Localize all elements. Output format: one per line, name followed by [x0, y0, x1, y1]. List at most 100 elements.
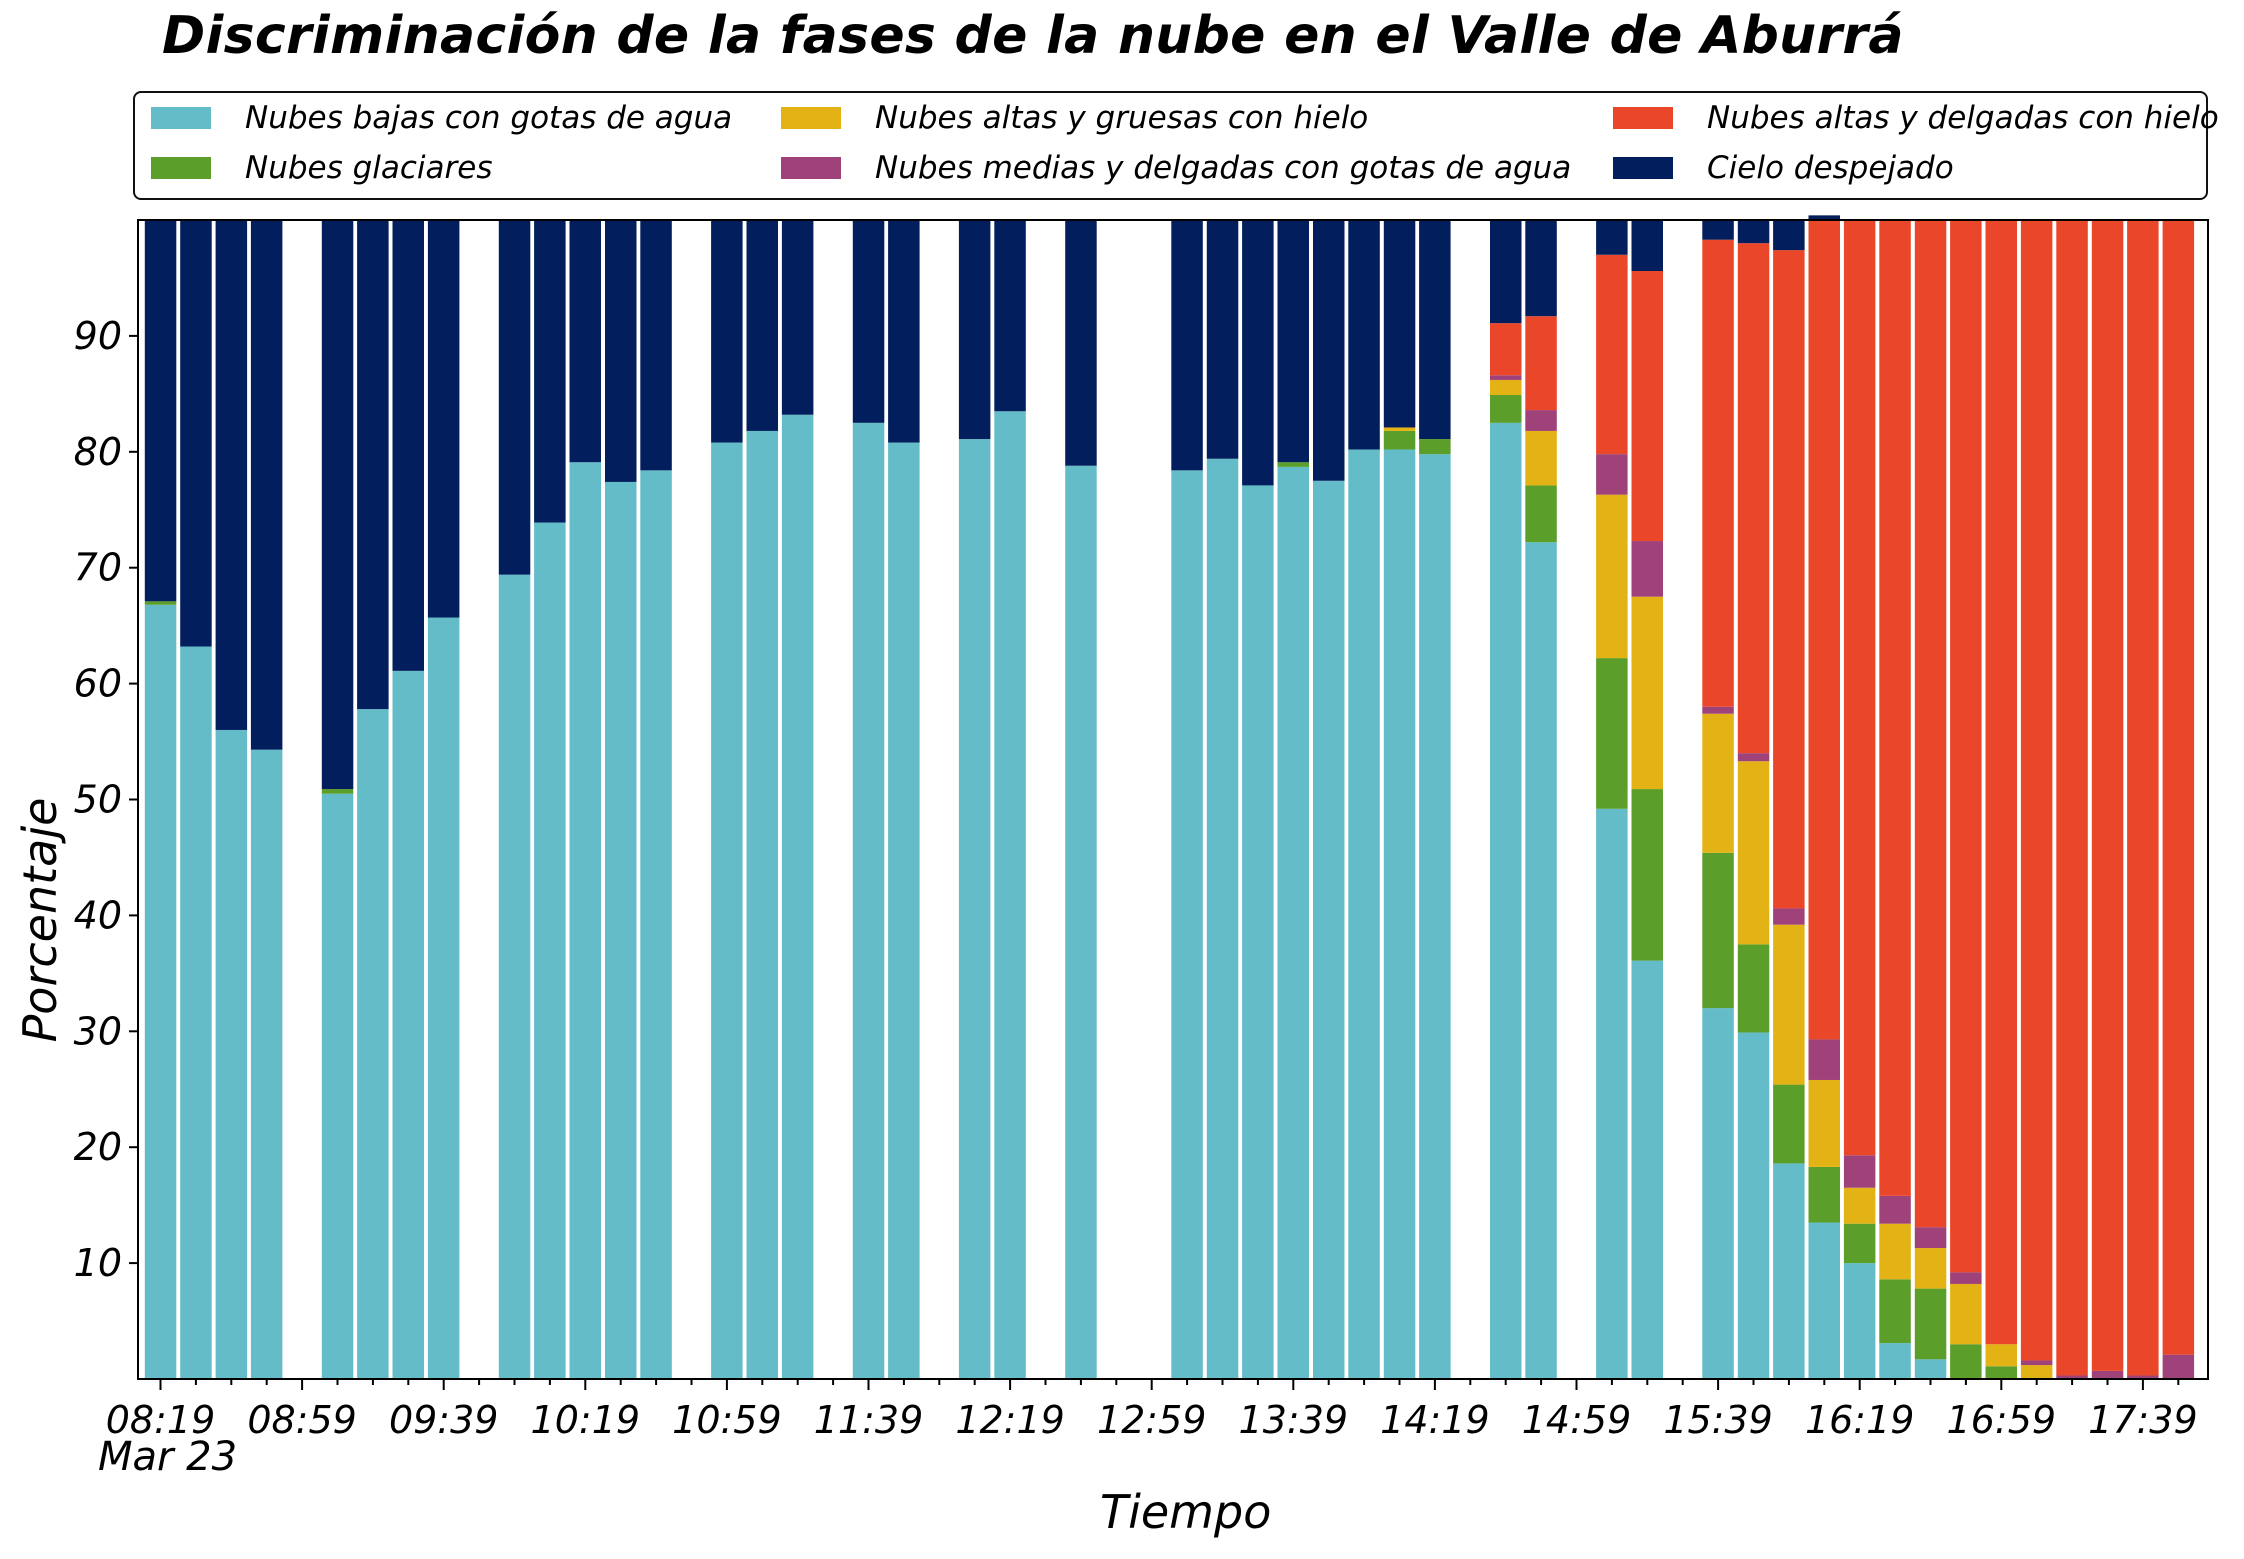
bar-segment [1985, 220, 2017, 1345]
y-tick-label: 70 [74, 546, 122, 590]
bar-segment [1171, 470, 1203, 1380]
bar-segment [1490, 395, 1522, 423]
bar-segment [1419, 220, 1451, 440]
x-tick-label: 16:59 [1947, 1398, 2057, 1442]
bar-segment [1914, 1248, 1947, 1289]
bar-segment [1914, 220, 1947, 1228]
bar-segment [1525, 220, 1557, 317]
bar-segment [1631, 960, 1663, 1379]
bar-segment [1879, 1195, 1911, 1224]
bar-segment [1985, 1344, 2017, 1367]
bar-segment [1773, 220, 1805, 251]
legend-label: Nubes medias y delgadas con gotas de agu… [875, 150, 1572, 186]
bar-segment [746, 220, 778, 431]
bar-segment [1596, 254, 1628, 455]
bar-segment [144, 601, 177, 605]
bar-segment [144, 220, 177, 602]
x-tick-label: 14:19 [1380, 1398, 1490, 1442]
y-tick-label: 90 [74, 314, 122, 358]
bar-segment [1065, 220, 1097, 466]
x-tick-label: 09:39 [389, 1398, 499, 1442]
bar-segment [1950, 1283, 1982, 1345]
x-axis-label: Tiempo [1100, 1485, 1272, 1539]
bar-segment [1737, 243, 1770, 754]
y-axis: 10 20 30 40 50 60 70 80 90 [74, 314, 138, 1285]
bar-segment [215, 220, 248, 730]
bar-segment [357, 709, 389, 1379]
bar-segment [1843, 1223, 1876, 1264]
bar-segment [1773, 924, 1805, 1085]
legend-item-mid-thin-water: Nubes medias y delgadas con gotas de agu… [781, 150, 1571, 186]
bar-segment [958, 220, 991, 440]
bar-segment [1879, 1223, 1911, 1280]
bar-segment [1879, 1279, 1911, 1344]
bar-segment [781, 414, 814, 1380]
bar-segment [1843, 1187, 1876, 1224]
bar-segment [1950, 1272, 1982, 1284]
bar-segment [852, 220, 885, 423]
bar-segment [605, 220, 637, 482]
bar-segment [1737, 220, 1770, 244]
bar-segment [1702, 713, 1734, 853]
legend-swatch [781, 107, 841, 129]
bar-segment [2091, 1370, 2124, 1379]
bar-segment [1596, 454, 1628, 495]
bar-segment [1914, 1359, 1947, 1379]
bar-segment [1950, 1344, 1982, 1379]
x-tick-label: 08:59 [247, 1398, 357, 1442]
bar-segment [2091, 220, 2124, 1371]
bar-segment [1808, 1039, 1840, 1080]
bar-segment [1773, 250, 1805, 909]
bar-segment [427, 617, 460, 1379]
bar-segment [1419, 454, 1451, 1379]
bar-segment [534, 220, 566, 523]
bar-segment [1313, 220, 1345, 481]
bar-segment [1206, 458, 1239, 1379]
bar-segment [2020, 1365, 2053, 1379]
bar-segment [1242, 485, 1274, 1379]
bar-segment [1490, 323, 1522, 376]
bar-segment [1702, 239, 1734, 707]
x-tick-label: 12:59 [1097, 1398, 1207, 1442]
bar-segment [1702, 852, 1734, 1009]
bar-segment [1843, 1155, 1876, 1188]
bar-segment [1383, 220, 1416, 428]
bar-segment [1490, 375, 1522, 380]
legend-label: Nubes altas y gruesas con hielo [875, 100, 1369, 136]
bar-segment [1773, 1163, 1805, 1379]
bar-segment [1242, 220, 1274, 486]
bar-segment [1914, 1227, 1947, 1249]
legend-item-high-thin-ice: Nubes altas y delgadas con hielo [1613, 100, 2219, 136]
bar-segment [958, 439, 991, 1379]
x-tick-label: 17:39 [2088, 1398, 2198, 1442]
bar-segment [1525, 485, 1557, 543]
legend-swatch [151, 157, 211, 179]
bar-segment [569, 462, 601, 1380]
x-tick-label: 11:39 [814, 1398, 924, 1442]
bar-segment [994, 220, 1026, 412]
y-tick-label: 40 [74, 893, 122, 937]
bar-segment [2020, 1360, 2053, 1366]
bar-segment [569, 220, 601, 463]
bar-segment [1914, 1288, 1947, 1360]
bar-segment [1773, 908, 1805, 925]
bar-segment [321, 793, 354, 1379]
bar-segment [498, 574, 531, 1379]
y-tick-label: 50 [74, 778, 122, 822]
bar-segment [215, 729, 248, 1379]
bar-segment [1843, 220, 1876, 1156]
bar-segment [1879, 220, 1911, 1196]
legend-swatch [1613, 157, 1673, 179]
bar-segment [1773, 1084, 1805, 1164]
bar-segment [1702, 220, 1734, 240]
bar-segment [1737, 761, 1770, 945]
bar-segment [1737, 753, 1770, 762]
bar-segment [1277, 220, 1309, 463]
bar-segment [1525, 542, 1557, 1379]
bar-segment [888, 442, 920, 1379]
bar-segment [1348, 449, 1380, 1380]
bar-segment [1950, 220, 1982, 1273]
x-tick-label: 13:39 [1239, 1398, 1349, 1442]
bar-segment [498, 220, 531, 575]
bar-segment [888, 220, 920, 443]
